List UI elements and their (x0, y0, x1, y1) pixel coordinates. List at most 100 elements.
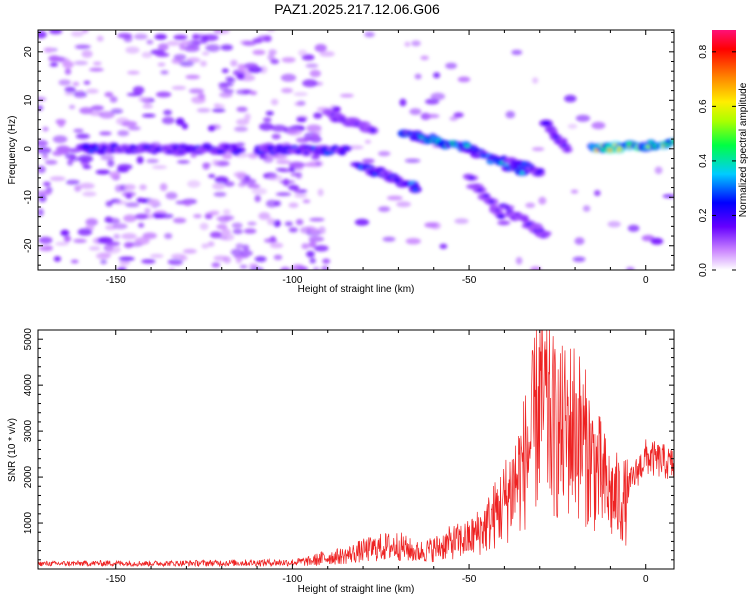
spectrogram-cell (64, 91, 74, 96)
spectrogram-cell (38, 208, 44, 217)
spectrogram-cell (386, 195, 403, 201)
spectrogram-cell (185, 74, 200, 80)
spectrogram-cell (321, 265, 329, 270)
spectrogram-cell (64, 68, 72, 75)
spectrogram-cell (454, 218, 469, 224)
spectrogram-cell (175, 117, 185, 126)
spectrogram-cell (242, 244, 250, 252)
spectrogram-cell (190, 152, 197, 158)
spectrogram-cell (89, 67, 104, 72)
spectrogram-cell (74, 44, 91, 50)
spectrogram-cell (99, 252, 112, 258)
spectrogram-cell (123, 184, 136, 191)
spectrogram-cell (142, 103, 154, 109)
spectrogram-cell (196, 108, 211, 113)
spectrogram-cell (233, 171, 247, 178)
spectrogram-cell (81, 50, 93, 58)
spectrogram-cell (313, 112, 323, 119)
spectrogram-cell (309, 257, 316, 264)
snr-panel: -150 -100 -50 0 1000 2000 3000 4000 5000 Height… (7, 328, 675, 595)
spectrogram-cell (183, 201, 192, 207)
spectrogram-cell (515, 256, 523, 265)
y-tick-label: 1000 (23, 511, 34, 534)
spectrogram-cell (259, 65, 268, 74)
spectrogram-cell (220, 233, 235, 241)
spectrogram-cell (286, 127, 303, 136)
spectrogram-cell (75, 133, 90, 140)
spectrogram-cell (113, 233, 121, 240)
spectrogram-cell (232, 228, 243, 235)
spectrogram-band-core (541, 231, 550, 236)
spectrogram-cell (157, 43, 169, 51)
spectrogram-cell (141, 51, 153, 59)
spectrogram-cell (155, 91, 172, 98)
spectrogram-cell (278, 168, 293, 173)
spectrogram-band-core (362, 121, 367, 127)
spectrogram-cell (83, 80, 91, 85)
spectrogram-cell (125, 202, 140, 208)
spectrogram-cell (318, 226, 326, 235)
spectrogram-cell (106, 217, 121, 224)
spectrogram-cell (82, 165, 92, 169)
spectrogram-band-core (476, 188, 484, 192)
spectrogram-cell (48, 55, 61, 62)
spectrogram-frame (37, 29, 675, 271)
spectrogram-cell (574, 237, 585, 245)
spectrogram-cell (254, 256, 267, 263)
x-tick-label: -50 (462, 275, 477, 286)
spectrogram-cell (142, 232, 157, 239)
colorbar-ticks: 0.0 0.2 0.4 0.6 0.8 (698, 44, 736, 277)
spectrogram-cell (42, 153, 49, 160)
spectrogram-cell (396, 201, 411, 208)
spectrogram-cell (312, 266, 320, 270)
spectrogram-cell (213, 103, 221, 108)
spectrogram-cell (288, 161, 305, 169)
spectrogram-cell (308, 240, 317, 248)
spectrogram-cell (322, 258, 331, 264)
spectrogram-band-core (670, 139, 674, 143)
spectrogram-cell (136, 197, 144, 203)
spectrogram-cell (146, 39, 154, 45)
spectrogram-cell (223, 209, 231, 216)
spectrogram-cells (38, 30, 674, 270)
spectrogram-cell (56, 145, 71, 154)
colorbar-tick-label: 0.0 (698, 263, 709, 277)
spectrogram-cell (151, 165, 168, 170)
spectrogram-cell (159, 183, 168, 192)
spectrogram-cell (116, 267, 127, 270)
spectrogram-cell (221, 68, 229, 74)
y-tick-label: 5000 (23, 328, 34, 351)
spectrogram-cell (309, 227, 320, 235)
spectrogram-cell (354, 218, 370, 226)
spectrogram-cell (133, 33, 148, 40)
spectrogram-cell (134, 237, 150, 245)
spectrogram-cell (303, 137, 313, 141)
x-tick-label: -150 (106, 574, 126, 585)
spectrogram-cell (64, 86, 76, 93)
spectrogram-cell (121, 120, 138, 127)
spectrogram-cell (202, 162, 210, 170)
spectrogram-cell (125, 46, 140, 54)
spectrogram-cell (73, 60, 88, 66)
spectrogram-cell (109, 171, 121, 179)
spectrogram-cell (167, 258, 183, 266)
spectrogram-band-core (82, 144, 91, 149)
spectrogram-cell (173, 54, 187, 61)
snr-background (38, 330, 674, 569)
spectrogram-cell (193, 214, 202, 219)
spectrogram-cell (399, 98, 407, 107)
y-tick-label: -20 (23, 238, 34, 253)
spectrogram-cell (270, 98, 279, 106)
spectrogram-band-core (384, 171, 389, 175)
spectrogram-cell (314, 245, 329, 252)
spectrogram-cell (230, 59, 238, 67)
spectrogram-cell (267, 174, 283, 181)
spectrogram-cell (113, 200, 128, 205)
y-tick-label: 20 (23, 46, 34, 58)
spectrogram-cell (249, 266, 264, 270)
spectrogram-cell (52, 135, 68, 144)
spectrogram-cell (144, 97, 151, 105)
spectrogram-cell (77, 228, 93, 236)
spectrogram-cell (249, 90, 258, 96)
spectrogram-cell (306, 250, 315, 258)
